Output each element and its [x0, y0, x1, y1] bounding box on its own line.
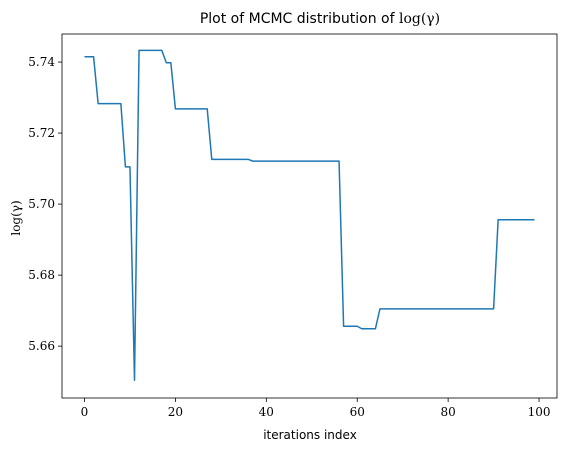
y-tick-label: 5.66 — [28, 339, 55, 353]
y-tick-label: 5.74 — [28, 55, 55, 69]
x-axis: 0 20 40 60 80 100 — [81, 398, 551, 419]
chart-title-text: Plot of MCMC distribution of — [200, 11, 399, 27]
x-tick-label: 20 — [168, 405, 183, 419]
x-tick-label: 100 — [528, 405, 551, 419]
plot-frame — [61, 33, 558, 399]
x-tick-label: 0 — [81, 405, 89, 419]
chart-title: Plot of MCMC distribution of log(γ) — [200, 11, 440, 27]
x-tick-label: 40 — [259, 405, 274, 419]
chart-title-math: log(γ) — [399, 11, 440, 27]
x-tick-label: 80 — [440, 405, 455, 419]
plot-area — [61, 33, 558, 399]
x-tick-label: 60 — [350, 405, 365, 419]
y-axis-label: log(γ) — [9, 200, 23, 235]
y-tick-label: 5.72 — [28, 126, 55, 140]
x-axis-label: iterations index — [263, 428, 357, 442]
y-axis: 5.66 5.68 5.70 5.72 5.74 — [28, 55, 62, 353]
y-tick-label: 5.68 — [28, 268, 55, 282]
series-line-0 — [84, 49, 535, 381]
y-tick-label: 5.70 — [28, 197, 55, 211]
